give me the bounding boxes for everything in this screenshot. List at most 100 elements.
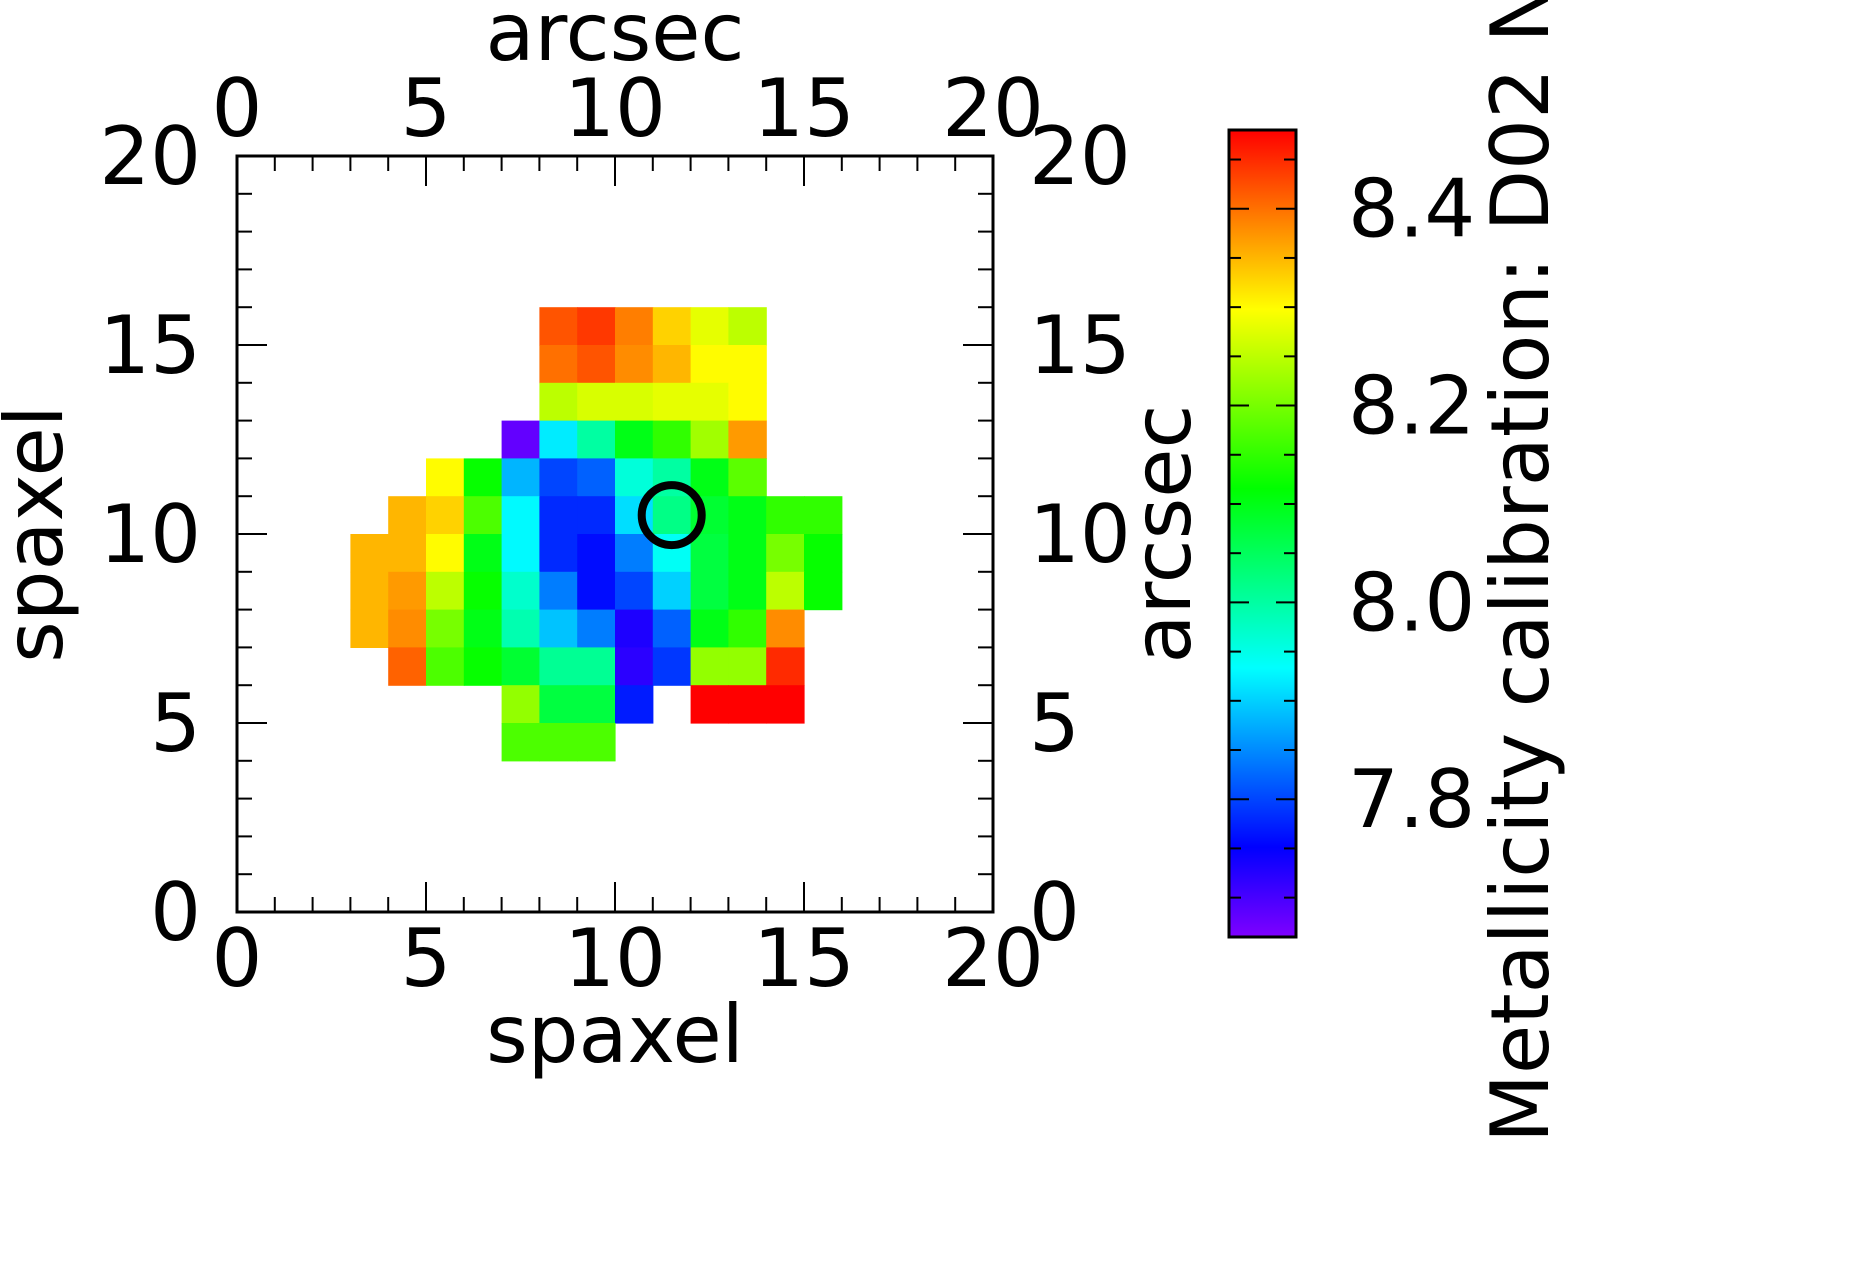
heatmap-cell: [539, 382, 578, 422]
x-tick-label-top: 0: [212, 62, 263, 155]
heatmap-cell: [728, 571, 767, 611]
heatmap-cell: [615, 571, 654, 611]
x-tick-label-top: 5: [401, 62, 452, 155]
heatmap-cell: [577, 534, 616, 573]
heatmap-cell: [463, 534, 503, 573]
heatmap-cell: [426, 609, 465, 648]
heatmap-cell: [804, 534, 843, 573]
heatmap-cell: [388, 534, 427, 573]
heatmap-cell: [728, 458, 767, 497]
colorbar-tick-label: 8.2: [1348, 360, 1475, 453]
colorbar-tick-label: 8.0: [1348, 556, 1475, 649]
heatmap-cell: [728, 534, 767, 573]
heatmap-cell: [539, 685, 578, 724]
heatmap-cell: [690, 647, 729, 686]
x-tick-label-bottom: 20: [942, 912, 1044, 1005]
heatmap-cell: [463, 609, 503, 648]
heatmap-cell: [577, 496, 616, 535]
y-tick-label-left: 0: [150, 866, 201, 959]
heatmap-cell: [501, 647, 540, 686]
heatmap-cell: [652, 609, 692, 648]
heatmap-cell: [615, 647, 654, 686]
heatmap-cell: [388, 496, 427, 535]
heatmap-cell: [577, 382, 616, 422]
heatmap-cell: [690, 345, 729, 384]
heatmap-cell: [766, 609, 805, 648]
x-tick-label-bottom: 10: [564, 912, 666, 1005]
heatmap-cell: [463, 647, 503, 686]
heatmap-cell: [388, 609, 427, 648]
heatmap-cell: [539, 571, 578, 611]
x-axis-label-bottom: spaxel: [486, 988, 744, 1081]
heatmap-cell: [539, 723, 578, 762]
center-marker-circle: [637, 481, 706, 550]
heatmap-cell: [690, 685, 729, 724]
x-tick-label-top: 20: [942, 62, 1044, 155]
heatmap-cell: [766, 647, 805, 686]
heatmap-cell: [652, 382, 692, 422]
heatmap-cell: [728, 685, 767, 724]
heatmap-cell: [615, 685, 654, 724]
y-axis-label-left: spaxel: [0, 405, 81, 663]
heatmap-cell: [501, 723, 540, 762]
heatmap-cell: [501, 685, 540, 724]
heatmap-cell: [426, 647, 465, 686]
y-tick-label-left: 5: [150, 677, 201, 770]
heatmap-cell: [350, 571, 389, 611]
heatmap-cell: [501, 420, 540, 459]
heatmap-cell: [539, 647, 578, 686]
heatmap-cell: [804, 571, 843, 611]
heatmap-cell: [728, 647, 767, 686]
colorbar-label: Metallicity calibration: D02 N2: [1474, 0, 1567, 1143]
heatmap-cell: [615, 307, 654, 346]
heatmap-cell: [652, 647, 692, 686]
heatmap-cell: [690, 307, 729, 346]
heatmap-cell: [652, 345, 692, 384]
heatmap-cell: [615, 458, 654, 497]
heatmap-cell: [652, 307, 692, 346]
heatmap-cell: [539, 420, 578, 459]
heatmap-cell: [388, 647, 427, 686]
y-tick-label-right: 20: [1029, 110, 1131, 203]
y-tick-label-left: 15: [99, 299, 201, 392]
heatmap-cell: [690, 571, 729, 611]
y-tick-label-right: 10: [1029, 488, 1131, 581]
heatmap-cells: [350, 307, 843, 762]
heatmap-cell: [652, 571, 692, 611]
heatmap-cell: [804, 496, 843, 535]
heatmap-cell: [463, 458, 503, 497]
y-tick-label-left: 20: [99, 110, 201, 203]
heatmap-cell: [690, 458, 729, 497]
heatmap-cell: [690, 609, 729, 648]
heatmap-cell: [501, 458, 540, 497]
y-tick-label-right: 5: [1029, 677, 1080, 770]
heatmap-cell: [426, 458, 465, 497]
heatmap-cell: [426, 534, 465, 573]
heatmap-cell: [501, 609, 540, 648]
y-tick-label-right: 0: [1029, 866, 1080, 959]
colorbar-tick-label: 8.4: [1348, 163, 1475, 256]
heatmap-cell: [728, 609, 767, 648]
heatmap-cell: [728, 496, 767, 535]
axis-ticks: [236, 155, 994, 913]
x-tick-label-top: 10: [564, 62, 666, 155]
heatmap-cell: [766, 571, 805, 611]
heatmap-cell: [501, 571, 540, 611]
heatmap-cell: [577, 420, 616, 459]
heatmap-cell: [577, 571, 616, 611]
heatmap-cell: [426, 496, 465, 535]
heatmap-cell: [615, 609, 654, 648]
heatmap-cell: [350, 534, 389, 573]
x-tick-label-bottom: 5: [401, 912, 452, 1005]
heatmap-cell: [463, 496, 503, 535]
heatmap-cell: [766, 496, 805, 535]
colorbar: [1227, 128, 1298, 939]
heatmap-cell: [690, 420, 729, 459]
heatmap-cell: [577, 345, 616, 384]
heatmap-cell: [577, 685, 616, 724]
heatmap-cell: [388, 571, 427, 611]
heatmap-cell: [539, 458, 578, 497]
x-tick-label-bottom: 15: [753, 912, 855, 1005]
